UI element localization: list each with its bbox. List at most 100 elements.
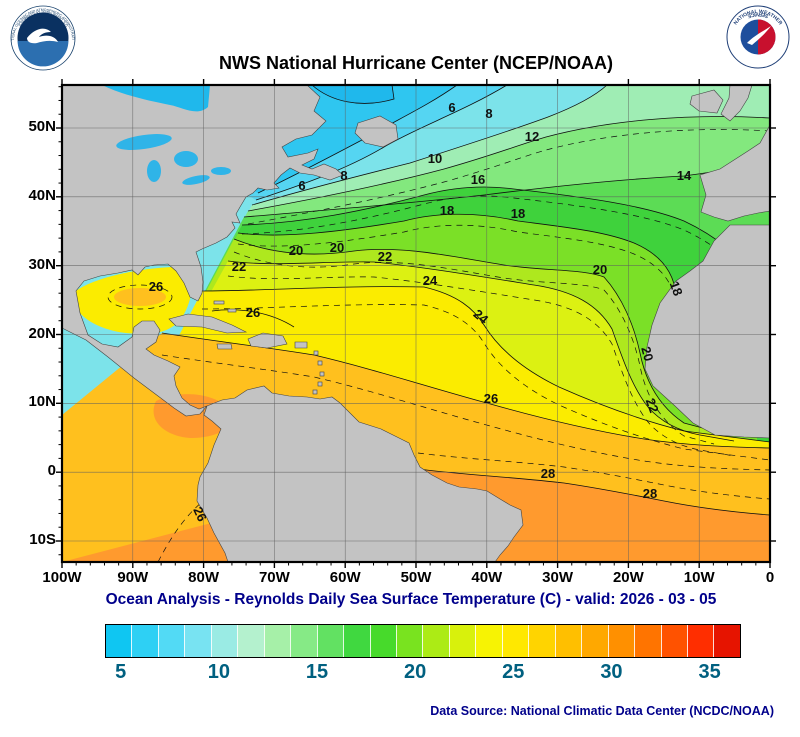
contour-label: 28 <box>643 486 657 501</box>
graticule <box>62 85 770 562</box>
nws-emblem-red <box>758 19 776 55</box>
x-axis-label: 0 <box>765 569 775 586</box>
contour-label: 10 <box>428 151 442 166</box>
isotherm-line <box>417 468 771 516</box>
x-axis-label: 60W <box>329 569 361 586</box>
newfoundland <box>354 115 399 148</box>
isotherm-line-dashed <box>237 224 751 385</box>
contour-label: 8 <box>340 168 347 183</box>
contour-label: 18 <box>667 279 686 298</box>
bahamas-26c-contour <box>211 309 295 328</box>
contour-label: 14 <box>677 168 692 183</box>
contour-label: 6 <box>298 178 305 193</box>
y-axis-label: 10S <box>29 531 56 548</box>
colorbar-segment <box>686 625 714 657</box>
bahamas-island <box>227 308 237 313</box>
colorbar-segment <box>210 625 238 657</box>
colorbar-tick-label: 25 <box>502 661 525 683</box>
colorbar-tick-label: 30 <box>600 661 623 683</box>
contour-label: 26 <box>246 305 260 320</box>
contour-label: 20 <box>638 345 656 363</box>
colorbar-segment <box>290 625 317 657</box>
contour-label: 20 <box>289 243 303 258</box>
colorbar-tick-label: 5 <box>115 661 127 683</box>
data-source-text: Data Source: National Climatic Data Cent… <box>430 704 774 718</box>
contour-label: 22 <box>232 259 246 274</box>
africa <box>644 224 771 439</box>
hudson-bay <box>102 85 210 112</box>
inland-water <box>102 85 231 185</box>
colorbar-segment <box>660 625 687 657</box>
lake-ontario <box>211 167 231 175</box>
isotherm-line <box>310 84 395 104</box>
contour-label: 18 <box>511 206 525 221</box>
y-axis-label: 10N <box>28 393 56 411</box>
x-axis-label: 10W <box>683 569 715 586</box>
contour-label: 20 <box>593 262 607 277</box>
nws-ring-text-bottom: SERVICE <box>746 11 769 19</box>
colorbar-tick-label: 10 <box>207 661 230 683</box>
contour-label: 26 <box>190 504 210 523</box>
isotherm-line <box>247 116 771 212</box>
colorbar-segment <box>316 625 344 657</box>
lesser-antilles-island <box>317 381 323 387</box>
x-axis-label: 100W <box>42 569 82 586</box>
lesser-antilles-island <box>319 371 325 377</box>
colorbar-segment <box>131 625 158 657</box>
noaa-seagull-icon <box>27 28 58 44</box>
isotherm-lines <box>161 84 771 516</box>
isotherm-line-dashed <box>227 275 735 457</box>
x-axis-label: 20W <box>612 569 644 586</box>
y-axis-label: 40N <box>28 186 56 204</box>
colorbar-segment <box>237 625 264 657</box>
britain <box>720 84 753 122</box>
colorbar-segment <box>475 625 502 657</box>
south-america <box>196 385 524 563</box>
lesser-antilles-island <box>312 389 318 395</box>
x-axis-label: 80W <box>188 569 220 586</box>
colorbar-segment <box>343 625 370 657</box>
colorbar <box>105 624 741 658</box>
gulf-26c-patch <box>114 288 166 306</box>
y-axis-label: 30N <box>28 255 56 273</box>
colorbar-segment <box>581 625 608 657</box>
lake-huron <box>174 151 198 167</box>
colorbar-segment <box>554 625 582 657</box>
map-container: 6 8 12 10 8 6 14 16 18 18 20 20 22 24 20 18 22 26 26 24 20 26… <box>56 79 776 568</box>
y-axis-label: 20N <box>28 324 56 342</box>
colorbar-segment <box>184 625 211 657</box>
x-axis-label: 70W <box>258 569 290 586</box>
svg-text:SERVICE: SERVICE <box>746 11 769 19</box>
extra-isotherm-lines <box>107 284 295 563</box>
x-axis-label: 50W <box>400 569 432 586</box>
colorbar-segment <box>634 625 661 657</box>
page-title: NWS National Hurricane Center (NCEP/NOAA… <box>218 53 614 73</box>
cuba <box>168 313 248 334</box>
hispaniola <box>247 332 288 349</box>
nws-logo: NATIONAL WEATHER SERVICE <box>726 5 790 69</box>
colorbar-segment <box>263 625 291 657</box>
isotherm-line <box>241 186 771 292</box>
x-axis-label: 30W <box>542 569 574 586</box>
contour-label: 26 <box>484 391 498 406</box>
isotherm-line <box>233 238 715 432</box>
contour-label: 16 <box>471 172 485 187</box>
colorbar-segment <box>713 625 740 657</box>
colorbar-tick-label: 35 <box>698 661 721 683</box>
lake-michigan <box>147 160 161 182</box>
isotherm-line <box>201 286 771 443</box>
sst-band <box>312 85 394 104</box>
x-axis-label: 40W <box>471 569 503 586</box>
x-axis-label: 90W <box>117 569 149 586</box>
map-subtitle: Ocean Analysis - Reynolds Daily Sea Surf… <box>105 591 717 608</box>
colorbar-segment <box>369 625 396 657</box>
isotherm-line <box>227 260 735 442</box>
ireland <box>689 89 724 114</box>
puerto-rico <box>294 341 308 349</box>
colorbar-segment <box>106 625 132 657</box>
y-axis-label: 50N <box>28 118 56 135</box>
isotherm-line-dashed <box>241 195 771 301</box>
